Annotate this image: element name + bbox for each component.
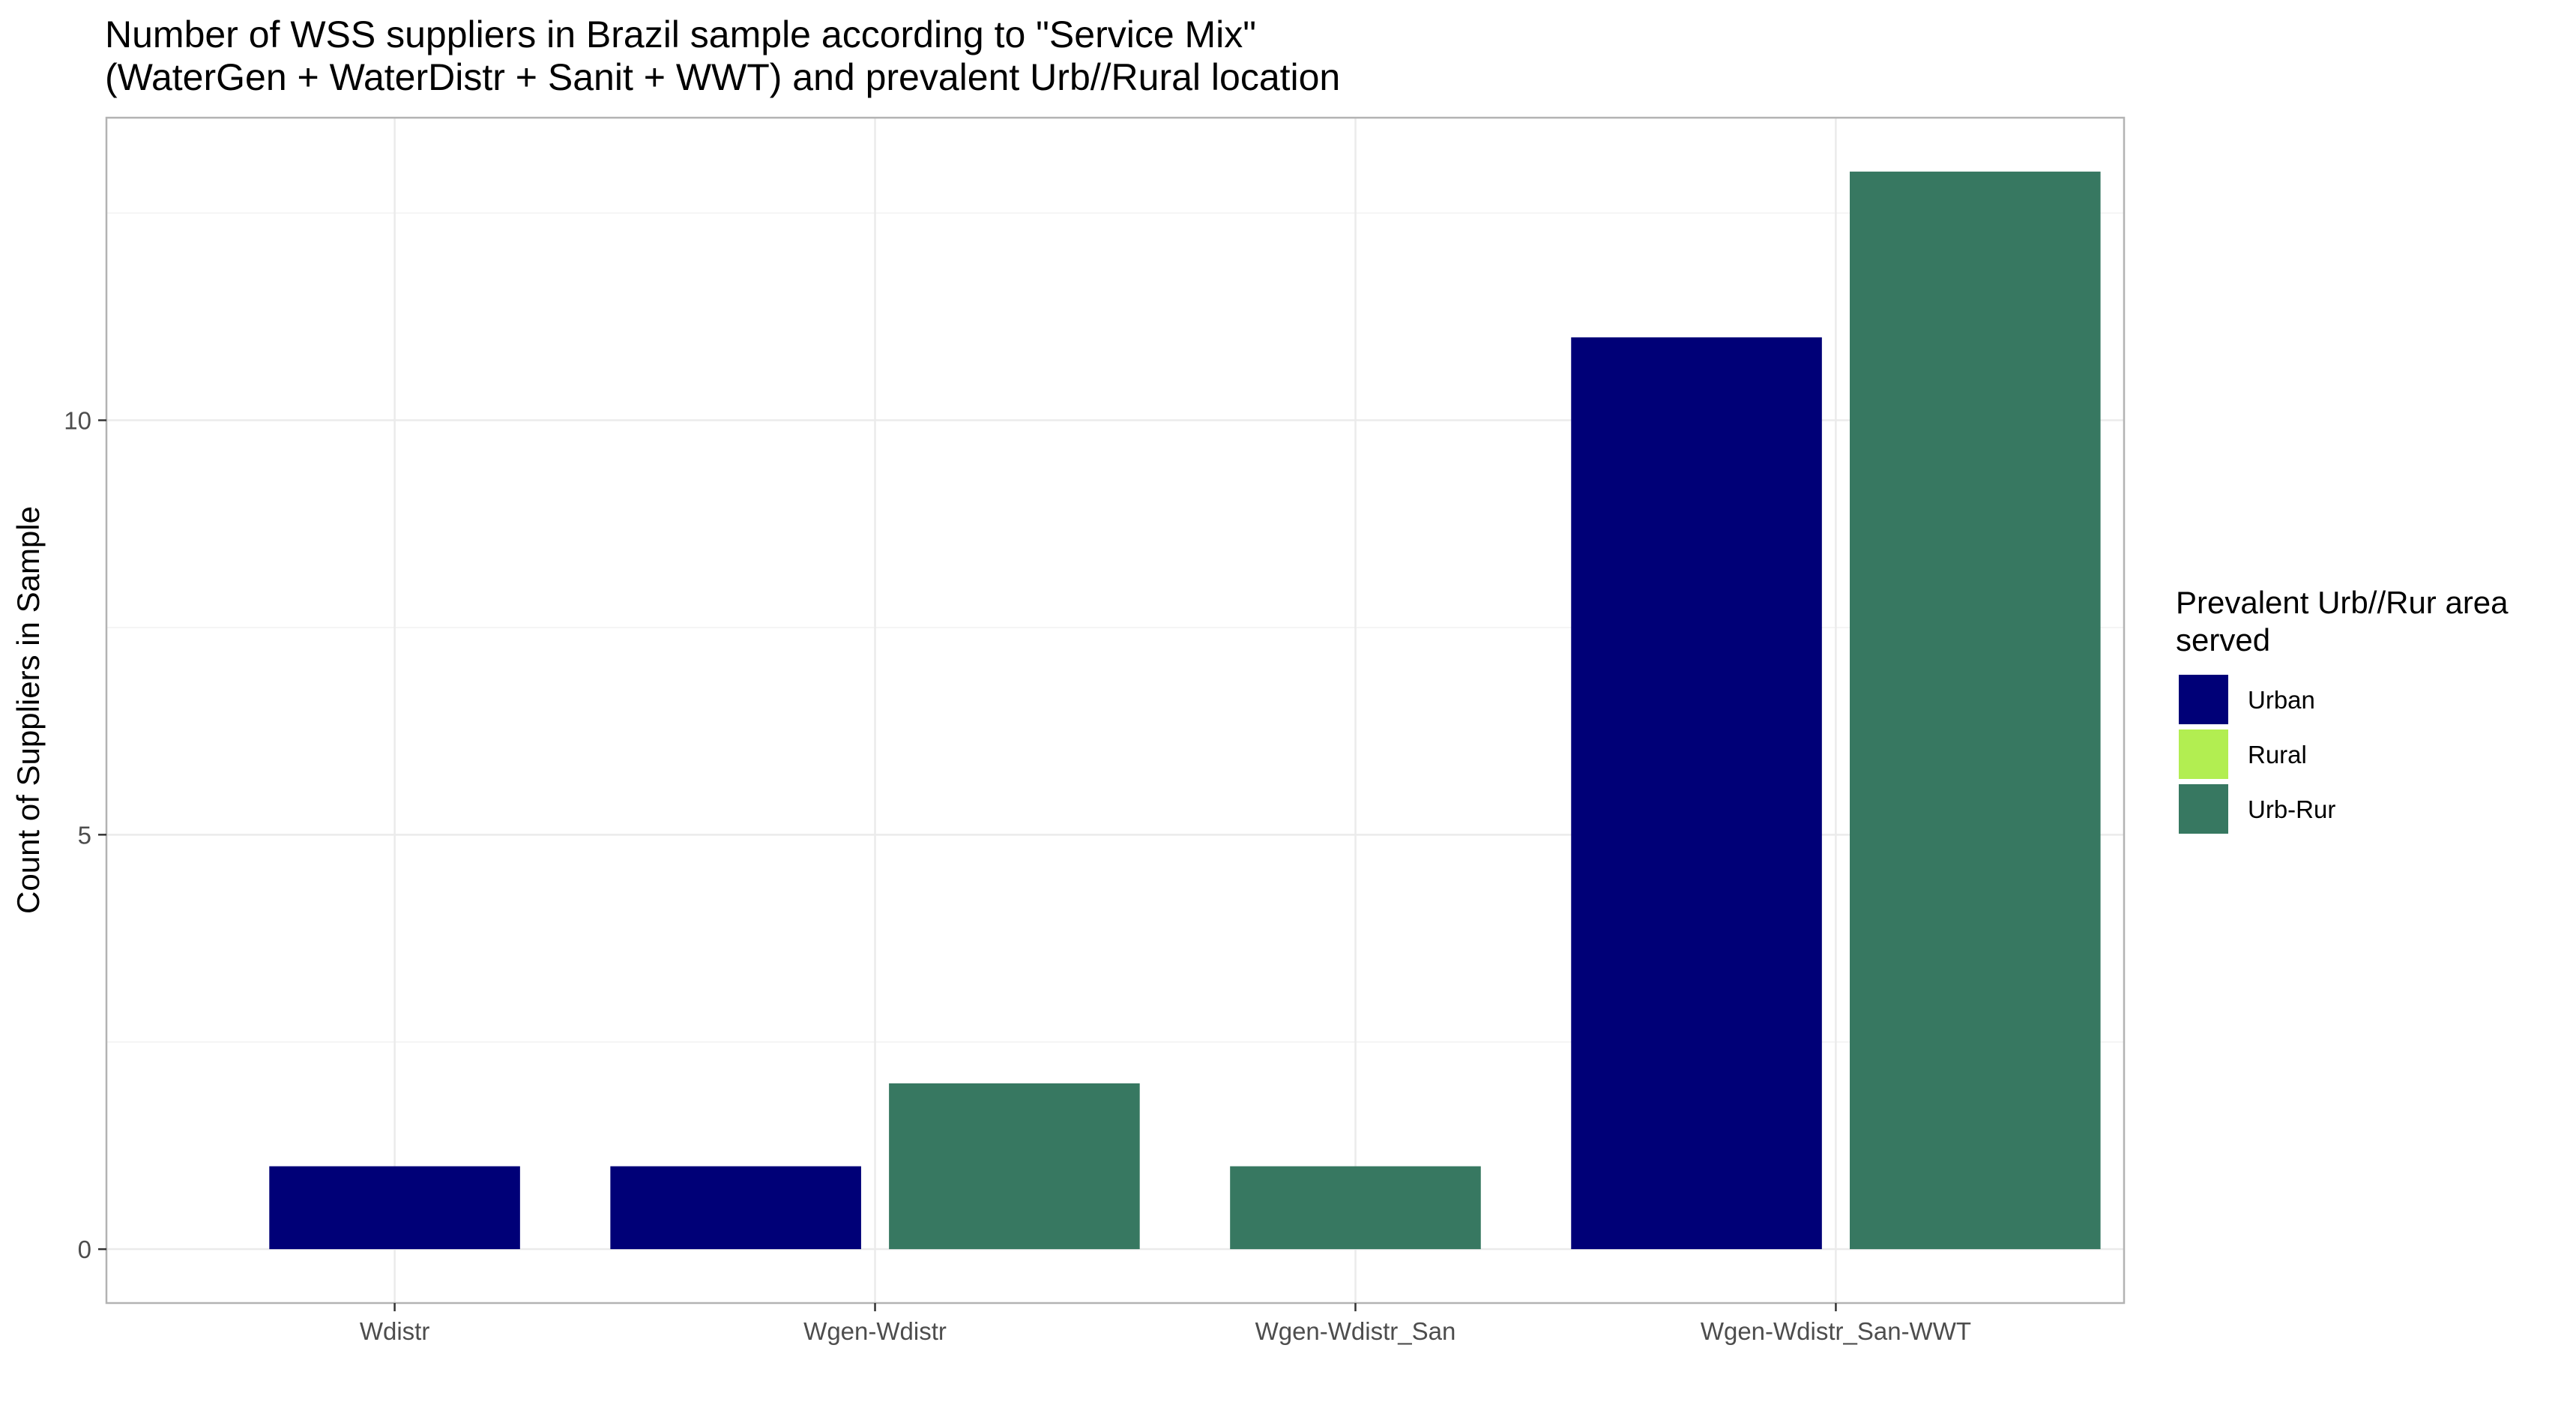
x-tick-label: Wgen-Wdistr_San-WWT: [1701, 1317, 1971, 1345]
y-tick-label: 5: [78, 821, 91, 849]
legend-key-rural: [2179, 729, 2228, 779]
y-tick-label: 10: [64, 407, 91, 435]
legend-key-urb-rur: [2179, 784, 2228, 834]
legend-label-urb-rur: Urb-Rur: [2248, 795, 2335, 823]
x-tick-label: Wgen-Wdistr: [803, 1317, 947, 1345]
legend-items: Urban Rural Urb-Rur: [2179, 675, 2335, 834]
legend-title-line-1: Prevalent Urb//Rur area: [2176, 585, 2509, 620]
x-tick-label: Wdistr: [360, 1317, 430, 1345]
legend-key-urban: [2179, 675, 2228, 724]
chart-title-line-1: Number of WSS suppliers in Brazil sample…: [105, 13, 1256, 55]
y-axis-title: Count of Suppliers in Sample: [10, 506, 46, 914]
bar-urb-rur-wgen-wdistr: [889, 1083, 1140, 1250]
legend-label-rural: Rural: [2248, 741, 2307, 768]
x-axis: Wdistr Wgen-Wdistr Wgen-Wdistr_San Wgen-Wdi…: [360, 1303, 1971, 1345]
bar-urban-wgen-wdistr: [610, 1166, 861, 1250]
x-tick-label: Wgen-Wdistr_San: [1255, 1317, 1456, 1345]
y-axis: 0 5 10: [64, 407, 106, 1263]
bar-urban-wdistr: [269, 1166, 520, 1250]
chart-title-line-2: (WaterGen + WaterDistr + Sanit + WWT) an…: [105, 56, 1340, 98]
bar-urb-rur-wgen-wdistr_san-wwt: [1850, 171, 2101, 1250]
plot-border: [105, 116, 2126, 1305]
bar-urban-wgen-wdistr_san-wwt: [1571, 337, 1822, 1250]
bars: [269, 171, 2101, 1250]
legend: Prevalent Urb//Rur area served Urban Rura…: [2176, 585, 2509, 834]
legend-title-line-2: served: [2176, 622, 2270, 658]
chart-title: Number of WSS suppliers in Brazil sample…: [105, 13, 1340, 98]
y-tick-label: 0: [78, 1236, 91, 1263]
legend-label-urban: Urban: [2248, 686, 2315, 714]
bar-urb-rur-wgen-wdistr_san: [1230, 1166, 1481, 1250]
